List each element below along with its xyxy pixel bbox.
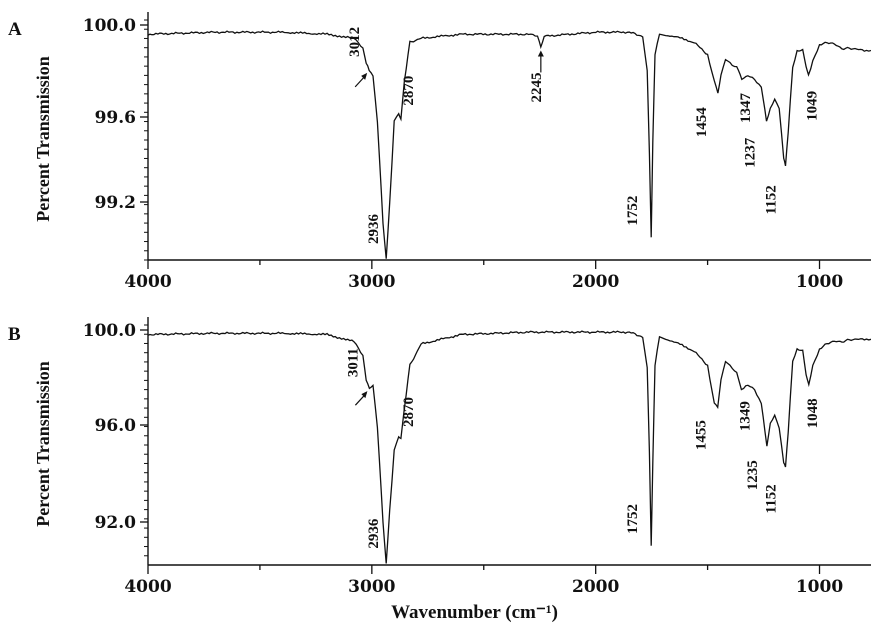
peak-label: 3011 <box>345 348 361 377</box>
y-tick-label: 92.0 <box>95 513 137 533</box>
peak-arrowhead <box>361 391 368 399</box>
peak-label: 2936 <box>366 518 382 549</box>
y-axis-title: Percent Transmission <box>33 361 53 527</box>
x-tick-label: 3000 <box>348 272 395 292</box>
x-tick-label: 2000 <box>572 577 619 597</box>
panel-b: 4000 3000 2000 1000 100.0 96.0 92.0 B Percent Tr… <box>8 317 871 623</box>
peak-arrowhead <box>537 50 544 57</box>
peak-label: 1752 <box>625 196 641 226</box>
x-tick-label: 4000 <box>124 272 171 292</box>
peak-label: 1152 <box>763 484 779 513</box>
spectrum-line <box>147 330 871 564</box>
peak-label: 2245 <box>529 72 545 102</box>
y-tick-label: 96.0 <box>95 416 137 436</box>
peak-label: 1235 <box>745 460 761 490</box>
peak-arrowhead <box>361 72 368 80</box>
peak-label: 2870 <box>401 76 417 106</box>
peak-label: 2936 <box>366 213 382 244</box>
peak-label: 1347 <box>738 92 754 123</box>
peak-label: 1048 <box>805 398 821 428</box>
peak-label: 1237 <box>742 137 758 168</box>
spectrum-line <box>147 30 871 259</box>
y-tick-label: 99.6 <box>95 108 136 128</box>
y-tick-label: 100.0 <box>83 321 136 341</box>
y-axis-title: Percent Transmission <box>33 56 53 222</box>
y-tick-label: 99.2 <box>95 193 136 213</box>
x-tick-label: 2000 <box>572 272 619 292</box>
panel-a: 4000 3000 2000 1000 100.0 99.6 99.2 A Percent Tr… <box>8 12 871 292</box>
x-tick-label: 1000 <box>796 272 843 292</box>
peak-label: 3012 <box>347 27 363 57</box>
peak-label: 2870 <box>401 397 417 427</box>
x-tick-label: 1000 <box>796 577 843 597</box>
peak-label: 1454 <box>694 107 710 138</box>
peak-label: 1049 <box>805 91 821 121</box>
x-tick-label: 4000 <box>124 577 171 597</box>
peak-label: 1455 <box>694 420 710 450</box>
peak-label: 1152 <box>763 185 779 214</box>
peak-label: 1752 <box>625 504 641 534</box>
x-axis-title: Wavenumber (cm⁻¹) <box>391 602 558 623</box>
panel-letter: B <box>8 324 21 345</box>
panel-letter: A <box>8 19 22 40</box>
peak-label: 1349 <box>737 401 753 431</box>
x-tick-label: 3000 <box>348 577 395 597</box>
y-tick-label: 100.0 <box>83 16 136 36</box>
